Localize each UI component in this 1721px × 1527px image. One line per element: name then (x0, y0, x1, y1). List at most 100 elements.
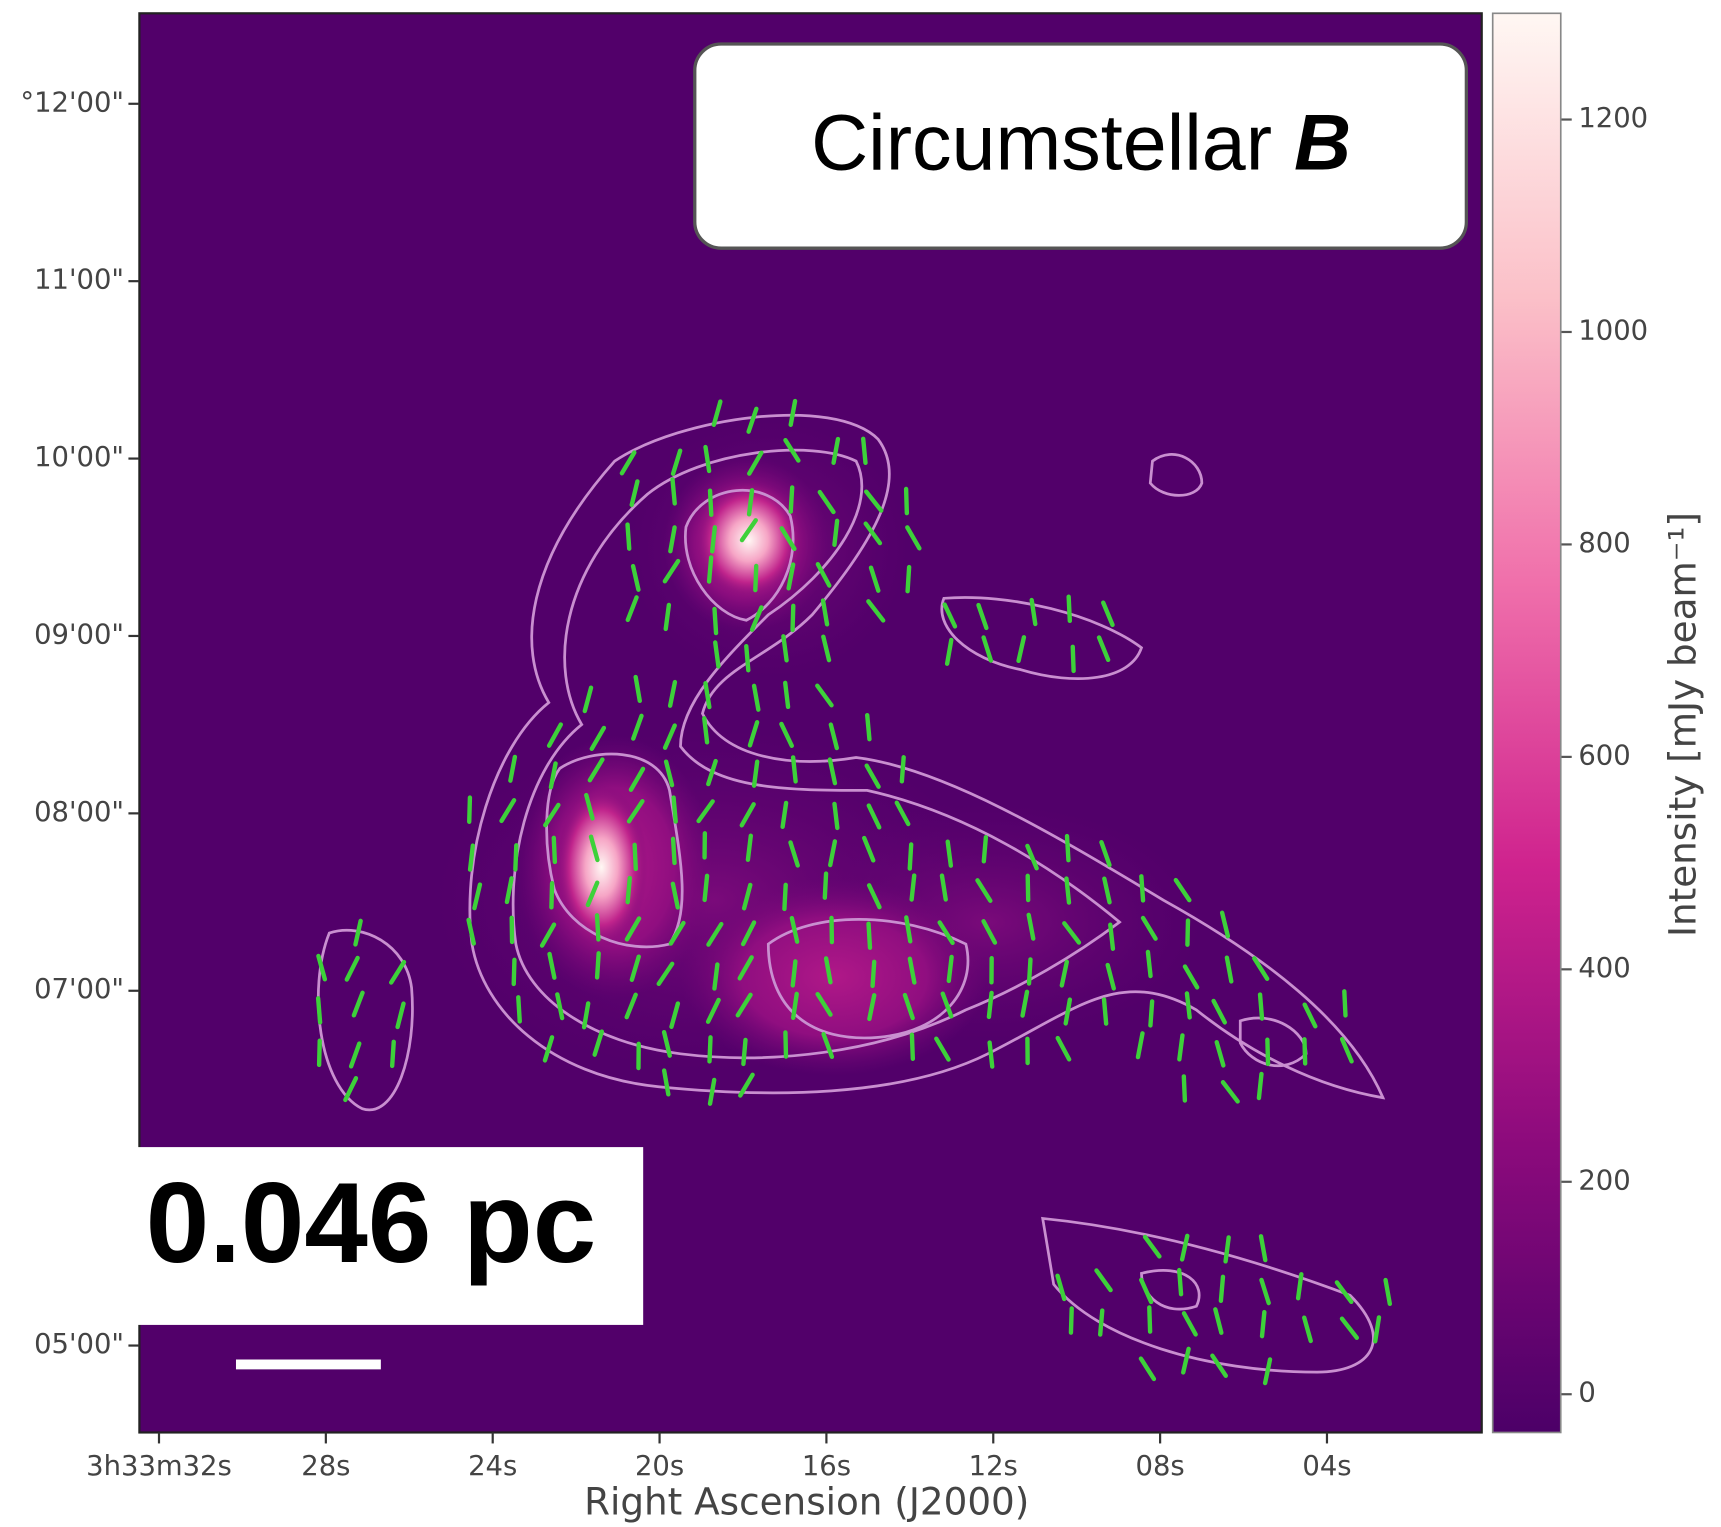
vector (788, 485, 795, 514)
vector (555, 992, 565, 1021)
vector (987, 1040, 995, 1069)
vector (976, 602, 989, 631)
vector (624, 992, 638, 1020)
vector (1063, 997, 1073, 1026)
vector (940, 991, 954, 1019)
vector (1016, 635, 1027, 664)
vector (1383, 1277, 1393, 1307)
vector (548, 761, 558, 790)
vector (934, 1036, 951, 1062)
vector (1064, 876, 1072, 905)
vector (1066, 594, 1073, 624)
vector (866, 921, 873, 950)
vector (707, 1077, 717, 1106)
vector (894, 800, 911, 827)
vector (713, 640, 721, 669)
vector (1220, 1080, 1240, 1104)
vector (741, 882, 753, 911)
vector (706, 758, 718, 787)
vector (1258, 1234, 1268, 1263)
vector (865, 712, 872, 742)
vector (832, 518, 840, 548)
vector (780, 800, 789, 829)
vector (551, 835, 558, 865)
vector (504, 876, 514, 905)
vector (738, 1072, 755, 1098)
vector (547, 951, 557, 980)
vector (343, 1076, 359, 1103)
x-axis-label: Right Ascension (J2000) (584, 1479, 1029, 1523)
vector (1142, 1234, 1162, 1259)
vector (868, 565, 881, 593)
vector (746, 406, 759, 434)
vector (671, 795, 678, 824)
vector (587, 757, 605, 783)
x-tick-label: 3h33m32s (86, 1451, 232, 1482)
vector (907, 956, 917, 985)
vector (344, 955, 360, 982)
vector (705, 997, 721, 1024)
vector (831, 436, 841, 465)
vector (870, 959, 877, 989)
vector (741, 1037, 748, 1067)
vector (905, 564, 912, 594)
vector (1020, 989, 1030, 1018)
vector (1029, 597, 1038, 627)
vector (1265, 1037, 1271, 1067)
vector (1139, 1277, 1154, 1305)
vector (779, 526, 797, 552)
vector (1339, 1316, 1359, 1340)
vector (864, 763, 881, 789)
vector (1373, 1315, 1382, 1344)
vector (944, 637, 954, 666)
vector (1177, 1267, 1184, 1297)
vector (981, 835, 989, 864)
x-tick-label: 28s (301, 1451, 350, 1482)
x-tick-label: 08s (1136, 1451, 1185, 1482)
vector (629, 954, 641, 982)
vector (1218, 1274, 1226, 1304)
vector (661, 1068, 671, 1097)
vector (630, 563, 641, 592)
y-tick-label: 11'00" (34, 265, 124, 296)
vector (902, 992, 915, 1021)
vector (781, 634, 789, 663)
vector (1139, 874, 1146, 903)
vector (707, 488, 714, 517)
vector (670, 448, 683, 476)
vector (625, 875, 632, 905)
vector (746, 488, 755, 517)
vector (670, 881, 680, 910)
vector (467, 843, 476, 872)
vector (348, 1041, 362, 1069)
vector (783, 680, 791, 710)
vector (862, 835, 876, 863)
vector (821, 1031, 835, 1059)
x-tick-label: 16s (802, 1451, 851, 1482)
vector (747, 450, 764, 476)
vector (1214, 1039, 1226, 1068)
vector (789, 915, 800, 944)
vector (395, 1001, 406, 1030)
vector (668, 920, 686, 946)
vector (981, 635, 994, 663)
vector (628, 766, 646, 792)
y-tick-label: 07'00" (34, 974, 124, 1005)
vector (707, 1035, 713, 1064)
vector (1108, 922, 1116, 951)
vector (702, 873, 710, 903)
vector (353, 918, 363, 947)
vector (751, 683, 761, 712)
vector (316, 953, 328, 982)
vector (821, 634, 832, 663)
vector (472, 882, 483, 911)
colorbar-tick-label: 0 (1578, 1378, 1595, 1409)
vector (751, 759, 760, 788)
vector (788, 840, 800, 868)
vector (1257, 992, 1265, 1021)
vector (815, 991, 833, 1017)
vector (626, 799, 645, 824)
vector (1213, 1307, 1224, 1335)
vector (712, 962, 720, 991)
